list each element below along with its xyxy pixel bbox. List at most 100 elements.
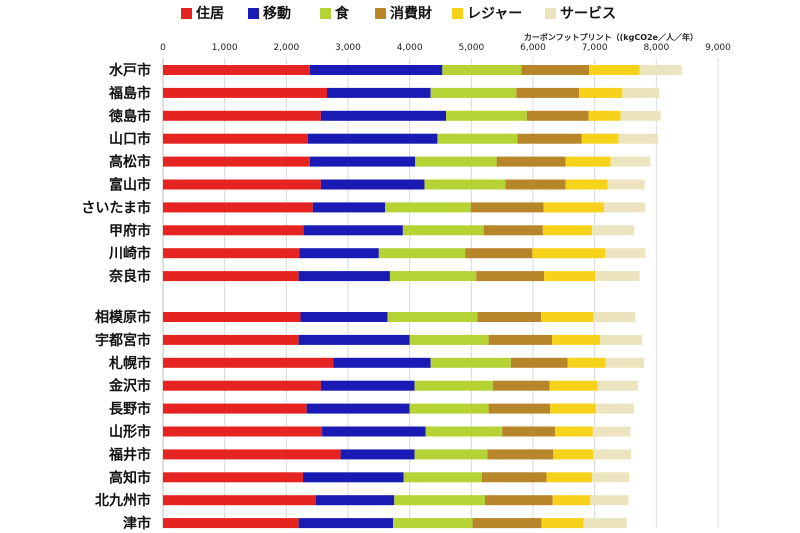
category-label: 高知市: [109, 469, 151, 486]
bar-segment: [424, 179, 506, 190]
bar-segment: [549, 380, 598, 391]
bar-segment: [483, 225, 543, 236]
bar-segment: [298, 334, 410, 345]
bar-segment: [579, 87, 623, 98]
bar-segment: [430, 87, 517, 98]
bar-segment: [299, 248, 379, 259]
category-label: 宇都宮市: [95, 332, 151, 349]
bar-segment: [163, 248, 300, 259]
bar-segment: [477, 312, 542, 322]
bar-segment: [472, 518, 542, 529]
bar-segment: [521, 65, 590, 75]
bar-segment: [163, 110, 321, 121]
bar-segment: [442, 65, 522, 75]
bar-segment: [492, 380, 550, 391]
bar-segment: [302, 472, 404, 483]
legend-item-consumer-goods: 消費財: [375, 3, 432, 23]
bar-segment: [488, 403, 551, 414]
bar-segment: [402, 225, 484, 236]
bar-segment: [622, 87, 660, 98]
bar-segment: [446, 110, 527, 121]
bar-segment: [163, 87, 328, 98]
bar-segment: [415, 156, 497, 167]
bar-segment: [340, 449, 415, 460]
x-tick-label: 1,000: [212, 43, 238, 53]
x-tick-label: 4,000: [397, 43, 423, 53]
x-tick-label: 8,000: [643, 43, 669, 53]
bar-segment: [163, 202, 313, 213]
legend-item-leisure: レジャー: [452, 3, 522, 23]
legend-swatch: [320, 7, 331, 19]
bar-segment: [505, 179, 566, 190]
bar-segment: [588, 110, 621, 121]
bar-segment: [320, 380, 415, 391]
bar-segment: [581, 133, 619, 144]
x-axis-title: カーボンフットプリント（(kgCO2e／人／年）: [523, 33, 698, 42]
bar-segment: [300, 312, 388, 322]
category-label: 甲府市: [109, 222, 151, 239]
bar-segment: [163, 133, 308, 144]
bar-segment: [590, 495, 629, 506]
legend-swatch: [452, 7, 463, 19]
bar-segment: [333, 357, 431, 368]
bar-segment: [163, 271, 299, 282]
bar-segment: [378, 248, 466, 259]
bar-segment: [544, 271, 596, 282]
category-label: 水戸市: [109, 62, 151, 79]
bar-segment: [583, 518, 627, 529]
legend-swatch: [375, 7, 386, 19]
bar-segment: [163, 380, 321, 391]
bar-segment: [565, 179, 608, 190]
bar-segment: [320, 179, 425, 190]
bar-segment: [592, 472, 630, 483]
legend-label: レジャー: [467, 6, 523, 22]
x-tick-label: 7,000: [582, 43, 608, 53]
bar-segment: [430, 357, 511, 368]
category-label: 津市: [123, 515, 151, 532]
bar-segment: [542, 225, 593, 236]
bar-segment: [322, 426, 426, 437]
legend: 住居 移動 食 消費財 レジャー サービス: [0, 0, 800, 24]
bar-segment: [541, 518, 584, 529]
legend-label: 住居: [196, 6, 224, 22]
bar-segment: [298, 271, 390, 282]
bar-segment: [552, 334, 601, 345]
bar-segment: [327, 87, 431, 98]
category-label: 福井市: [108, 446, 151, 463]
bar-segment: [163, 472, 303, 483]
bar-segment: [312, 202, 385, 213]
legend-item-food: 食: [320, 3, 349, 23]
x-tick-label: 5,000: [458, 43, 484, 53]
legend-label: 移動: [263, 6, 291, 22]
bar-segment: [543, 202, 604, 213]
legend-item-housing: 住居: [181, 3, 224, 23]
bar-segment: [605, 357, 644, 368]
bar-segment: [487, 449, 554, 460]
bar-segment: [163, 426, 323, 437]
bar-segment: [488, 334, 553, 345]
bar-segment: [470, 202, 544, 213]
category-label: 相模原市: [95, 309, 151, 326]
bar-segment: [389, 271, 477, 282]
category-label: 奈良市: [108, 268, 151, 285]
x-tick-label: 2,000: [273, 43, 299, 53]
bar-segment: [552, 495, 591, 506]
bar-segment: [465, 248, 533, 259]
bar-segment: [567, 357, 606, 368]
bar-segment: [309, 156, 416, 167]
bar-segment: [496, 156, 566, 167]
bar-segment: [553, 449, 594, 460]
bar-segment: [593, 449, 632, 460]
bar-segment: [414, 380, 493, 391]
bar-segment: [484, 495, 553, 506]
bar-segment: [306, 403, 410, 414]
bar-segment: [592, 225, 635, 236]
bar-segment: [298, 518, 394, 529]
bar-segment: [481, 472, 547, 483]
bar-segment: [541, 312, 594, 322]
legend-swatch: [181, 7, 192, 19]
legend-swatch: [545, 7, 556, 19]
bar-segment: [163, 312, 301, 322]
category-label: 金沢市: [108, 378, 151, 395]
bar-segment: [595, 271, 640, 282]
